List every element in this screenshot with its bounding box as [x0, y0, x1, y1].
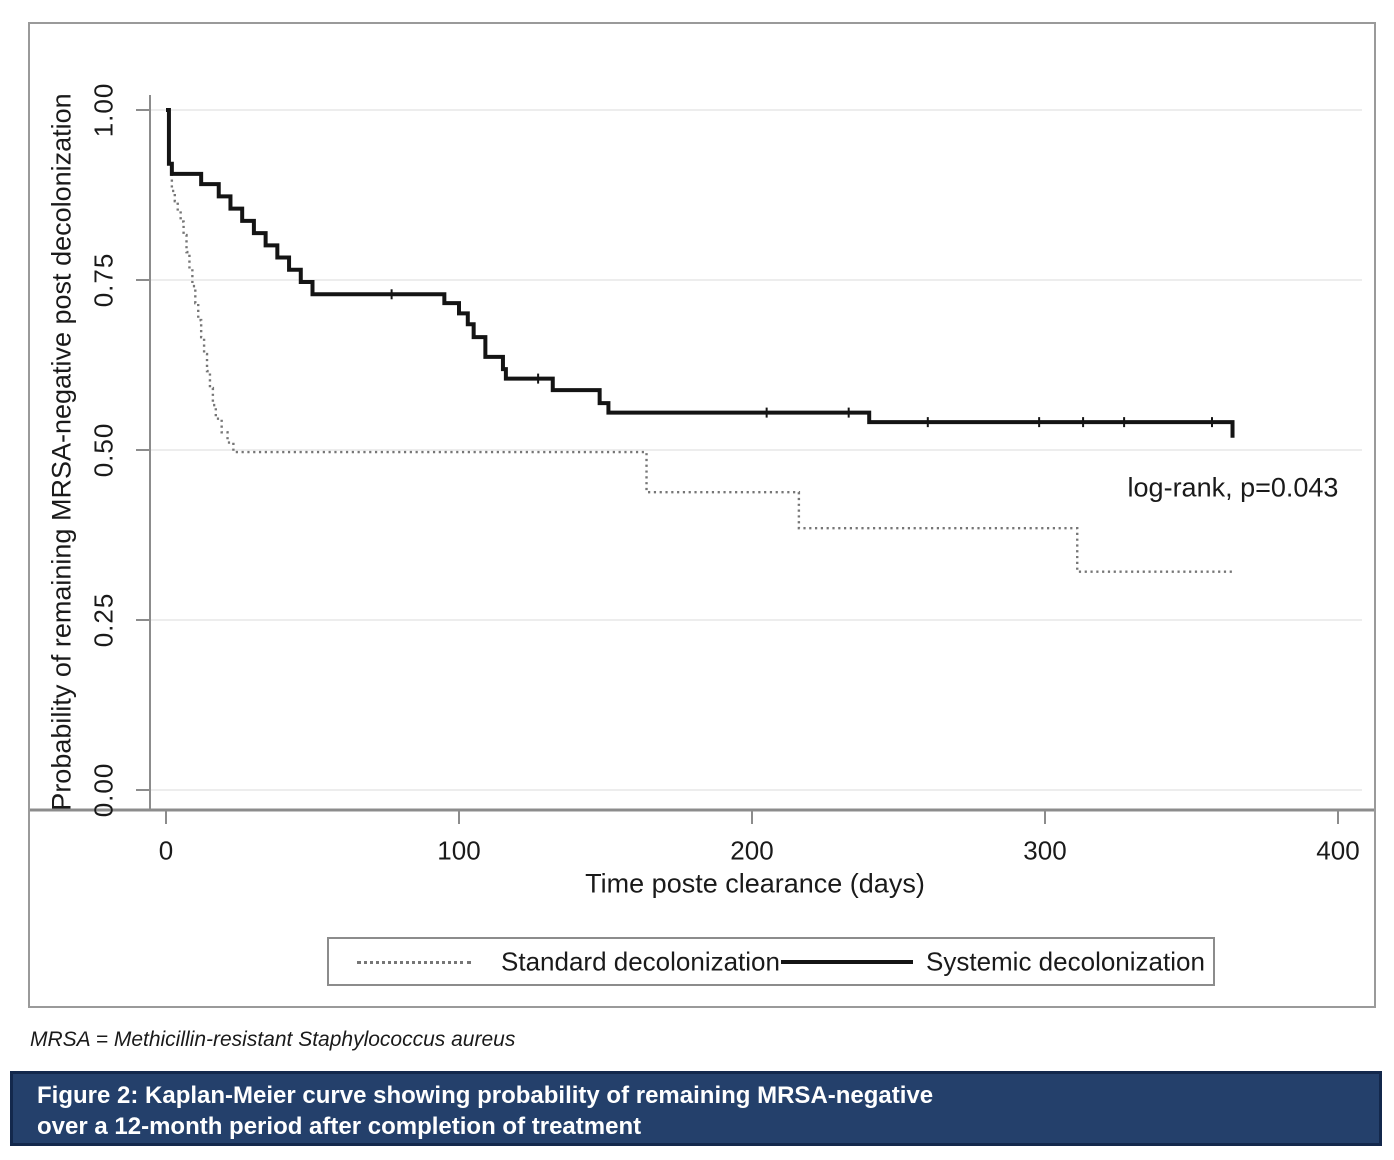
x-tick-label: 200 [730, 835, 774, 866]
x-tick-label: 400 [1316, 835, 1360, 866]
legend-label-standard: Standard decolonization [501, 946, 780, 976]
caption-banner: Figure 2: Kaplan-Meier curve showing pro… [10, 1071, 1382, 1146]
y-tick-label: 0.00 [88, 762, 119, 818]
y-axis-title: Probability of remaining MRSA-negative p… [46, 93, 77, 811]
log-rank-annotation: log-rank, p=0.043 [1127, 472, 1339, 503]
y-tick-label: 0.50 [88, 422, 119, 478]
x-tick-label: 100 [437, 835, 481, 866]
y-tick-label: 1.00 [88, 82, 119, 138]
y-tick-label: 0.25 [88, 592, 119, 648]
x-axis-title: Time poste clearance (days) [585, 868, 925, 899]
footnote: MRSA = Methicillin-resistant Staphylococ… [30, 1028, 516, 1051]
legend-box: Standard decolonization Systemic decolon… [327, 937, 1215, 986]
x-tick-label: 0 [158, 835, 174, 866]
y-tick-label: 0.75 [88, 252, 119, 308]
caption-line-2: over a 12-month period after completion … [37, 1113, 642, 1140]
caption-line-1: Figure 2: Kaplan-Meier curve showing pro… [37, 1082, 934, 1109]
legend-label-systemic: Systemic decolonization [926, 946, 1205, 976]
legend-dotted-line-sample [357, 961, 471, 964]
legend-solid-line-sample [781, 960, 913, 964]
chart-panel [28, 22, 1376, 1008]
x-tick-label: 300 [1023, 835, 1067, 866]
